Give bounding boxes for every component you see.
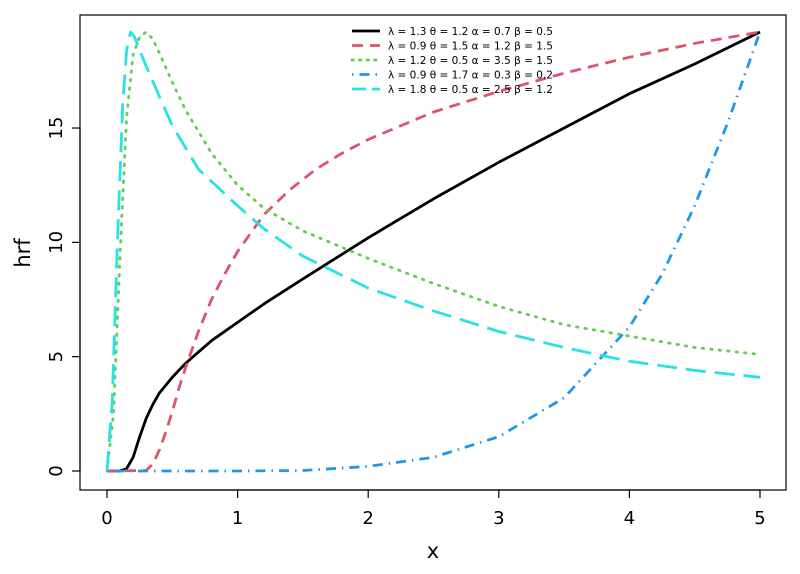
series-line-5: [105, 30, 761, 472]
x-tick-label: 1: [232, 508, 243, 529]
series-line-2: [106, 30, 761, 473]
legend-label-1: λ = 1.3 θ = 1.2 α = 0.7 β = 0.5: [388, 26, 553, 38]
series-line-3: [105, 30, 762, 473]
x-tick-label: 0: [101, 508, 112, 529]
x-axis: 0 1 2 3 4 5: [101, 489, 766, 529]
y-tick-label: 10: [46, 231, 67, 254]
y-axis: 0 5 10 15: [46, 117, 81, 477]
legend-label-5: λ = 1.8 θ = 0.5 α = 2.5 β = 1.2: [388, 84, 553, 96]
series-line-1: [106, 30, 761, 473]
y-tick-label: 0: [46, 465, 67, 476]
legend-label-4: λ = 0.9 θ = 1.7 α = 0.3 β = 0.2: [388, 70, 553, 82]
x-tick-label: 4: [624, 508, 635, 529]
x-tick-label: 2: [362, 508, 373, 529]
legend-label-3: λ = 1.2 θ = 0.5 α = 3.5 β = 1.5: [388, 55, 553, 67]
x-axis-title: x: [427, 539, 439, 563]
x-tick-label: 3: [493, 508, 504, 529]
y-axis-title: hrf: [11, 238, 35, 268]
series-layer: [105, 30, 762, 473]
y-tick-label: 15: [46, 117, 67, 140]
y-tick-label: 5: [46, 351, 67, 362]
legend-label-2: λ = 0.9 θ = 1.5 α = 1.2 β = 1.5: [388, 41, 553, 53]
series-line-4: [107, 31, 762, 473]
x-tick-label: 5: [754, 508, 765, 529]
legend: λ = 1.3 θ = 1.2 α = 0.7 β = 0.5 λ = 0.9 θ…: [350, 26, 553, 96]
